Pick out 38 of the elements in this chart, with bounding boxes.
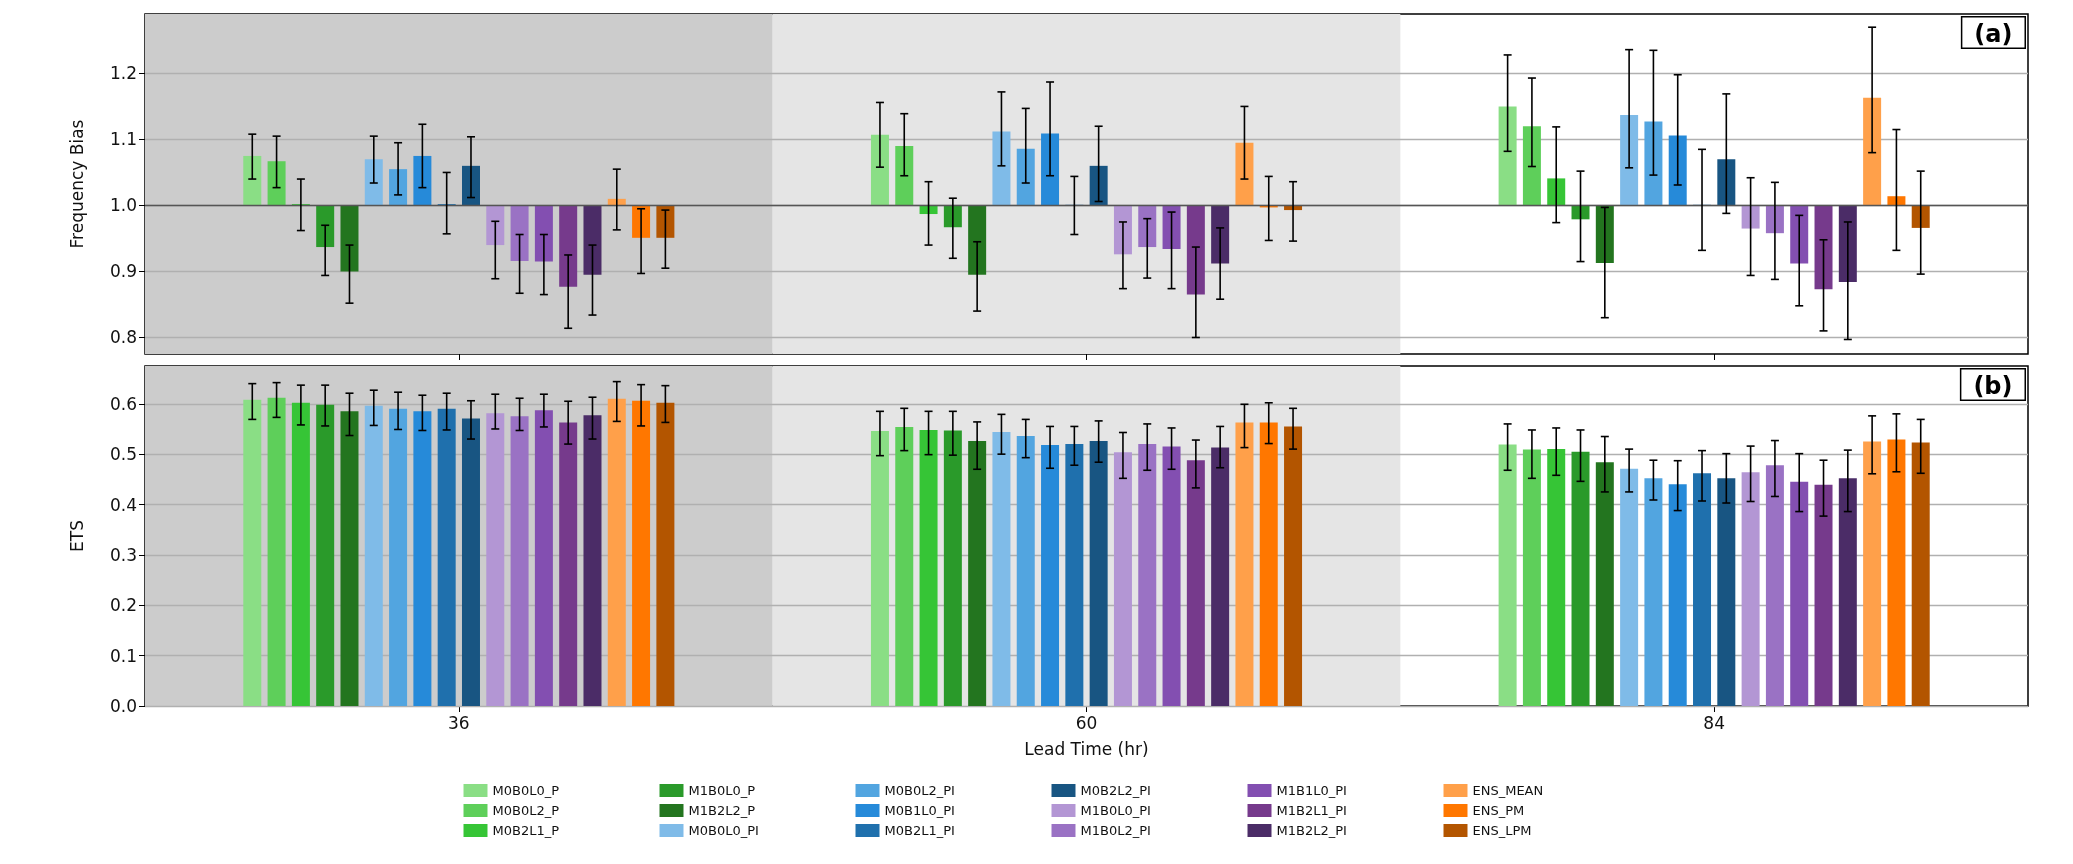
x-tick-label: 36 [448,712,470,733]
legend-label: M0B0L2_P [492,803,560,818]
legend-label: M1B2L2_PI [1276,823,1347,838]
y-tick-label: 0.2 [109,595,137,616]
annotation: (a) [1974,19,2013,48]
legend-label: M1B0L0_PI [1080,803,1151,818]
legend-label: M1B1L0_PI [1276,783,1347,798]
y-tick-label: 0.9 [109,261,137,282]
legend-label: M1B0L2_PI [1080,823,1151,838]
y-tick-label: 0.3 [109,544,137,565]
y-tick-label: 1.0 [109,195,137,216]
legend-label: M1B2L1_PI [1276,803,1347,818]
legend-label: M0B2L1_P [492,823,560,838]
y-tick-label: 0.4 [109,494,137,515]
legend-label: M0B0L0_PI [688,823,759,838]
y-tick-label: 0.1 [109,645,137,666]
legend-label: ENS_LPM [1472,823,1532,838]
legend-label: M0B0L0_P [492,783,560,798]
legend-label: M1B2L2_P [688,803,756,818]
x-tick-label: 60 [1075,712,1098,733]
y-tick-label: 0.8 [109,327,137,348]
x-axis-title: Lead Time (hr) [1024,738,1149,759]
legend-label: ENS_PM [1472,803,1525,818]
legend-label: M0B0L2_PI [884,783,955,798]
y-tick-label: 1.2 [109,63,137,84]
y-tick-label: 0.0 [109,696,137,716]
legend-label: M1B0L0_P [688,783,756,798]
y-axis-title: Frequency Bias [66,119,87,249]
legend-label: M0B2L1_PI [884,823,955,838]
legend-label: ENS_MEAN [1472,783,1544,798]
x-tick-label: 84 [1703,712,1725,733]
y-tick-label: 0.5 [109,444,137,465]
legend-label: M0B1L0_PI [884,803,955,818]
y-tick-label: 1.1 [109,129,137,150]
y-tick-label: 0.6 [109,393,137,414]
annotation: (b) [1973,371,2013,400]
legend-label: M0B2L2_PI [1080,783,1151,798]
y-axis-title: ETS [66,520,87,552]
